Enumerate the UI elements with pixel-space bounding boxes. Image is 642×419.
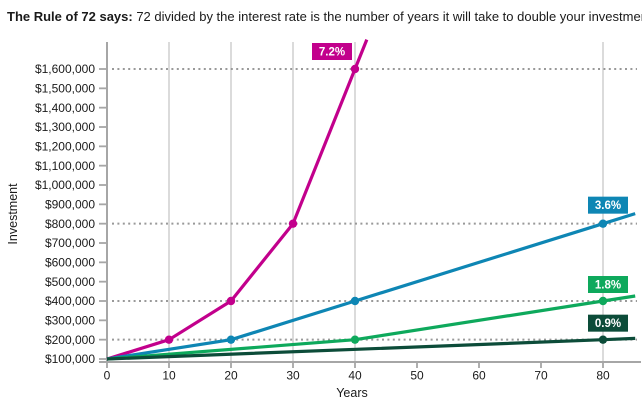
chart-title: The Rule of 72 says: 72 divided by the i… — [7, 9, 642, 24]
rate-labels: 7.2% 3.6% 1.8% 0.9% — [312, 43, 628, 332]
x-tick-label: 10 — [162, 369, 176, 383]
y-axis-label: Investment — [6, 183, 20, 245]
rate-badge-label: 0.9% — [595, 318, 621, 330]
y-tick-label: $400,000 — [45, 294, 95, 308]
x-tick-label: 20 — [224, 369, 238, 383]
y-tick-label: $1,500,000 — [35, 82, 95, 96]
x-tick-label: 30 — [286, 369, 300, 383]
data-points — [164, 64, 608, 344]
vertical-gridlines — [168, 42, 604, 361]
x-tick-label: 70 — [534, 369, 548, 383]
y-tick-label: $1,100,000 — [35, 159, 95, 173]
y-tick-label: $700,000 — [45, 236, 95, 250]
y-tick-label: $1,300,000 — [35, 120, 95, 134]
rate-badge — [312, 43, 352, 61]
y-tick-label: $600,000 — [45, 256, 95, 270]
y-tick-label: $1,000,000 — [35, 178, 95, 192]
data-point — [288, 219, 298, 228]
data-point — [226, 335, 236, 344]
x-axis-label: Years — [336, 386, 368, 400]
data-point — [350, 296, 360, 306]
data-point — [598, 296, 608, 306]
series-line-3 — [106, 336, 636, 361]
data-point — [226, 296, 236, 306]
y-tick-label: $1,400,000 — [35, 101, 95, 115]
rate-badge-label: 7.2% — [319, 47, 345, 59]
x-tick-label: 40 — [348, 369, 362, 383]
series-lines — [106, 39, 636, 361]
data-point — [350, 64, 360, 74]
rate-badge-label: 1.8% — [595, 280, 621, 292]
x-tick-label: 60 — [472, 369, 486, 383]
series-line-0 — [106, 39, 369, 361]
x-tick-label: 0 — [104, 369, 111, 383]
rate-badge — [588, 276, 628, 294]
data-point — [598, 335, 608, 344]
x-tick-label: 50 — [410, 369, 424, 383]
x-tick-label: 80 — [596, 369, 610, 383]
y-tick-label: $1,200,000 — [35, 140, 95, 154]
chart-title-rest: 72 divided by the interest rate is the n… — [133, 9, 642, 24]
y-tick-label: $100,000 — [45, 352, 95, 366]
data-point — [350, 335, 360, 344]
series-line-2 — [106, 294, 636, 361]
rate-badge-label: 3.6% — [595, 200, 621, 212]
y-tick-label: $1,600,000 — [35, 62, 95, 76]
y-tick-label: $800,000 — [45, 217, 95, 231]
y-tick-label: $500,000 — [45, 275, 95, 289]
y-tick-label: $900,000 — [45, 198, 95, 212]
rate-badge — [588, 314, 628, 332]
chart-title-lead: The Rule of 72 says: — [7, 9, 133, 24]
y-tick-label: $300,000 — [45, 314, 95, 328]
doubling-gridlines — [112, 68, 637, 341]
data-point — [598, 219, 608, 228]
y-tick-label: $200,000 — [45, 333, 95, 347]
data-point — [164, 335, 174, 344]
rate-badge — [588, 196, 628, 214]
axes: $100,000 $200,000 $300,000 $400,000 $500,000… — [35, 42, 641, 383]
